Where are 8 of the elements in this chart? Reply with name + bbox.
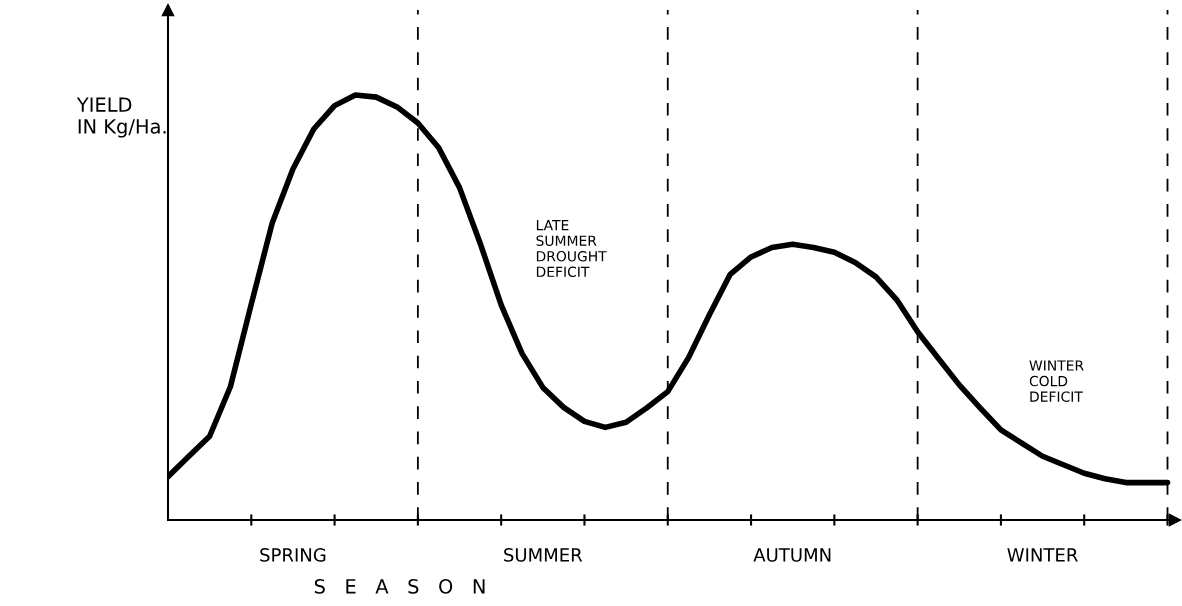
x-tick-label: SPRING — [260, 548, 326, 562]
x-tick-label: SUMMER — [504, 548, 583, 562]
y-axis-title: YIELD IN Kg/Ha. — [76, 97, 166, 138]
x-tick-label: WINTER — [1007, 548, 1078, 562]
annotation: LATE SUMMER DROUGHT DEFICIT — [536, 220, 607, 278]
annotation: WINTER COLD DEFICIT — [1029, 360, 1084, 402]
x-axis-title: S E A S O N — [314, 578, 485, 594]
x-tick-label: AUTUMN — [753, 548, 831, 562]
